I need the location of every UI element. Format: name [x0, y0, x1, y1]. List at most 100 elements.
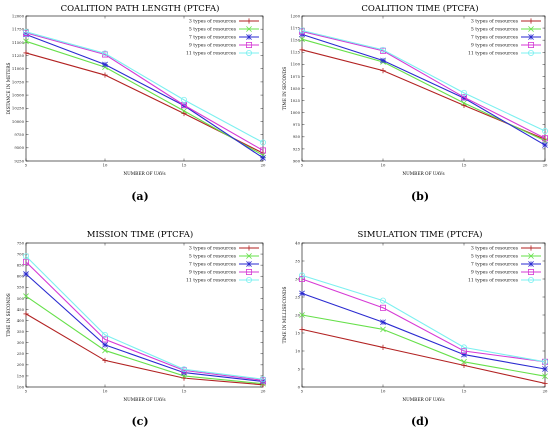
- legend-entry-label: 5 types of resources: [189, 254, 237, 260]
- x-tick-label: 5: [25, 389, 28, 394]
- series-line-2: [25, 295, 264, 385]
- legend-marker: [246, 18, 252, 24]
- x-tick-label: 10: [103, 163, 108, 168]
- series-line-2: [25, 40, 264, 156]
- data-point: [460, 94, 467, 101]
- data-point: [380, 344, 386, 350]
- data-point: [23, 271, 29, 277]
- data-point: [299, 312, 305, 318]
- panel-label: (b): [411, 190, 429, 203]
- chart-panel-2: COALITION TIME (PTCFA) 900 925 950 975 1000 10…: [283, 3, 549, 203]
- x-tick-label: 15: [462, 389, 467, 394]
- y-tick-label: 200: [17, 362, 25, 367]
- x-tick-label: 20: [543, 163, 548, 168]
- legend-entry-label: 11 types of resources: [186, 51, 237, 57]
- legend-entry-label: 9 types of resources: [189, 43, 237, 49]
- y-tick-label: 1000: [290, 110, 300, 115]
- legend-marker: [528, 245, 534, 251]
- series-line-1: [25, 52, 264, 154]
- legend-marker: [528, 26, 534, 32]
- data-point: [102, 336, 109, 343]
- legend-marker: [245, 42, 252, 49]
- data-point: [542, 373, 548, 380]
- y-tick-label: 750: [17, 240, 25, 245]
- legend-marker: [528, 50, 535, 57]
- data-point: [23, 50, 29, 56]
- plot-frame: [25, 15, 264, 162]
- legend-marker: [528, 261, 534, 267]
- data-point: [298, 272, 305, 279]
- data-point: [298, 275, 305, 282]
- y-tick-label: 11750: [12, 27, 25, 32]
- legend-marker: [246, 26, 252, 32]
- y-tick-label: 15: [295, 330, 300, 335]
- y-tick-label: 450: [17, 307, 25, 312]
- series-line-4: [301, 30, 546, 139]
- legend-entry-label: 9 types of resources: [471, 43, 519, 49]
- legend-marker: [246, 245, 252, 251]
- y-tick-label: 600: [17, 274, 25, 279]
- y-tick-label: 10750: [12, 79, 25, 84]
- legend-entry-label: 9 types of resources: [471, 270, 519, 276]
- x-tick-label: 5: [301, 163, 304, 168]
- data-point: [181, 108, 187, 114]
- legend-marker: [528, 276, 535, 283]
- y-tick-label: 10: [295, 348, 300, 353]
- legend-entry-label: 3 types of resources: [189, 246, 237, 252]
- legend-entry-label: 3 types of resources: [471, 19, 519, 25]
- x-axis-label: NUMBER OF UAVs: [123, 172, 165, 177]
- legend-entry-label: 5 types of resources: [471, 254, 519, 260]
- y-tick-label: 0: [298, 384, 301, 389]
- data-point: [102, 50, 109, 57]
- data-point: [461, 362, 467, 368]
- chart-title: COALITION PATH LENGTH (PTCFA): [61, 3, 220, 14]
- data-point: [259, 376, 266, 383]
- series-line-4: [301, 278, 546, 363]
- legend-entry-label: 9 types of resources: [189, 270, 237, 276]
- y-tick-label: 150: [17, 373, 25, 378]
- series-line-3: [25, 273, 264, 383]
- data-point: [542, 366, 548, 372]
- legend-marker: [245, 50, 252, 57]
- data-point: [259, 139, 266, 146]
- data-point: [298, 27, 305, 34]
- y-tick-label: 350: [17, 329, 25, 334]
- data-point: [542, 128, 549, 135]
- y-tick-label: 35: [295, 258, 300, 263]
- legend-entry-label: 3 types of resources: [189, 19, 237, 25]
- y-tick-label: 11250: [12, 53, 25, 58]
- x-axis-label: NUMBER OF UAVs: [402, 398, 444, 403]
- chart-title: COALITION TIME (PTCFA): [361, 3, 478, 14]
- panel-label: (a): [131, 190, 149, 203]
- data-point: [23, 311, 29, 317]
- y-tick-label: 25: [295, 294, 300, 299]
- y-tick-label: 1125: [290, 50, 300, 55]
- y-tick-label: 300: [17, 340, 25, 345]
- chart-title: SIMULATION TIME (PTCFA): [358, 229, 483, 240]
- y-axis-label: TIME IN SECONDS: [7, 293, 12, 336]
- legend-marker: [528, 34, 534, 40]
- y-tick-label: 1175: [290, 25, 300, 30]
- chart-title: MISSION TIME (PTCFA): [87, 229, 193, 240]
- legend-marker: [245, 276, 252, 283]
- x-tick-label: 15: [182, 163, 187, 168]
- legend-entry-label: 7 types of resources: [471, 262, 519, 268]
- data-point: [542, 135, 549, 142]
- data-point: [102, 342, 108, 348]
- x-tick-label: 10: [381, 163, 386, 168]
- y-tick-label: 40: [295, 240, 300, 245]
- legend-entry-label: 5 types of resources: [189, 27, 237, 33]
- data-point: [180, 96, 187, 103]
- legend-entry-label: 7 types of resources: [189, 262, 237, 268]
- legend-marker: [246, 261, 252, 267]
- series-line-4: [25, 32, 264, 151]
- data-point: [260, 154, 266, 161]
- y-tick-label: 20: [295, 312, 300, 317]
- legend-marker: [528, 268, 535, 275]
- data-point: [23, 38, 29, 45]
- data-point: [102, 72, 108, 78]
- data-point: [460, 344, 467, 351]
- data-point: [380, 68, 386, 74]
- y-tick-label: 650: [17, 263, 25, 268]
